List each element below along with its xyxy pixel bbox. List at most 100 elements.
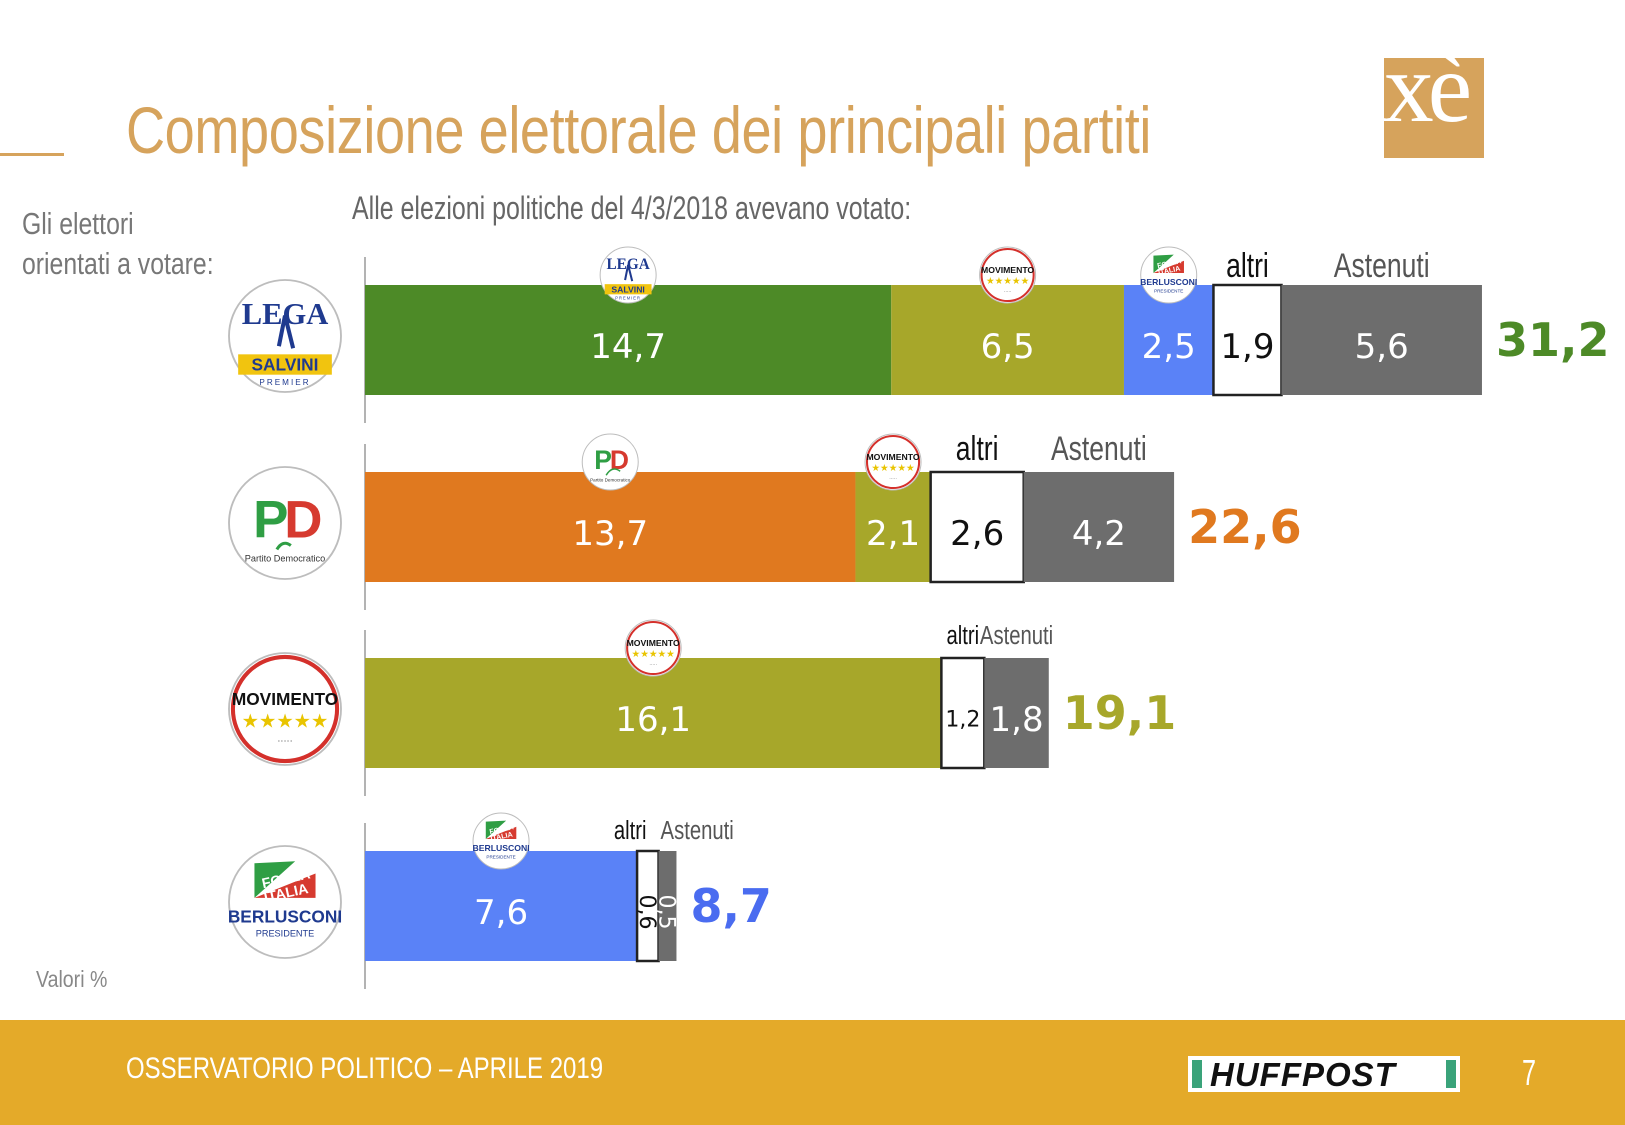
warrior-figure bbox=[276, 315, 296, 349]
segment-header-astenuti: Astenuti bbox=[1334, 247, 1430, 285]
bar-value-label: 0,5 bbox=[654, 895, 679, 930]
fi-berlusconi-text: BERLUSCONI bbox=[1140, 277, 1197, 287]
m5s-stars: ★★★★★ bbox=[871, 463, 915, 474]
m5s-logo-text: MOVIMENTO bbox=[866, 452, 919, 462]
logo-ring bbox=[228, 652, 342, 766]
m5s-logo-icon: MOVIMENTO★★★★★ ····· bbox=[228, 652, 342, 766]
bar-segment-astenuti bbox=[1023, 472, 1175, 582]
pd-letter-p: P bbox=[253, 490, 288, 549]
lega-logo-text: LEGA bbox=[606, 256, 649, 273]
bar-segment-altri bbox=[1212, 283, 1283, 397]
bar-segment-astenuti bbox=[1281, 285, 1482, 395]
m5s-logo-icon: MOVIMENTO★★★★★····· bbox=[864, 433, 922, 491]
unit-label: Valori % bbox=[36, 966, 108, 992]
row-total-label: 22,6 bbox=[1188, 500, 1302, 554]
pd-letter-d: D bbox=[284, 490, 322, 549]
bar-segment-astenuti bbox=[658, 851, 677, 961]
fi-flag-green bbox=[1153, 254, 1174, 273]
bar-value-label: 13,7 bbox=[572, 514, 648, 554]
voters-label-line-1: Gli elettori bbox=[22, 206, 134, 241]
m5s-stars: ★★★★★ bbox=[632, 649, 676, 660]
bar-value-label: 16,1 bbox=[615, 700, 691, 740]
salvini-band bbox=[604, 284, 652, 295]
m5s-url-dots: ····· bbox=[277, 736, 292, 746]
segment-header-altri: altri bbox=[956, 430, 999, 468]
m5s-logo-icon: MOVIMENTO★★★★★····· bbox=[979, 246, 1037, 304]
m5s-url-dots: ····· bbox=[649, 661, 657, 666]
segment-header-astenuti: Astenuti bbox=[1051, 430, 1147, 468]
salvini-band bbox=[238, 354, 332, 375]
voters-label: Gli elettori orientati a votare: bbox=[22, 204, 214, 284]
pd-logo-icon: PD Partito Democratico bbox=[581, 433, 639, 491]
fi-flag-red bbox=[1153, 260, 1184, 273]
bar-value-label: 7,6 bbox=[474, 893, 528, 933]
segment-header-altri: altri bbox=[1226, 247, 1269, 285]
segment-header-astenuti: Astenuti bbox=[980, 621, 1053, 650]
voters-label-line-2: orientati a votare: bbox=[22, 246, 214, 281]
m5s-logo-text: MOVIMENTO bbox=[232, 689, 338, 709]
logo-ring bbox=[581, 433, 639, 491]
row-total-label: 19,1 bbox=[1063, 686, 1177, 740]
m5s-red-ring bbox=[865, 434, 921, 490]
m5s-logo-icon: MOVIMENTO★★★★★····· bbox=[624, 619, 682, 677]
fi-presidente-text: PRESIDENTE bbox=[256, 929, 315, 939]
m5s-url-dots: ····· bbox=[889, 475, 897, 480]
bar-value-label: 1,9 bbox=[1220, 327, 1274, 367]
title-rule bbox=[0, 153, 64, 156]
fi-flag-green bbox=[254, 861, 296, 898]
warrior-figure bbox=[624, 264, 634, 282]
page-number: 7 bbox=[1522, 1052, 1537, 1093]
page-title: Composizione elettorale dei principali p… bbox=[126, 93, 1151, 167]
m5s-stars: ★★★★★ bbox=[242, 709, 329, 732]
bar-value-label: 6,5 bbox=[981, 327, 1035, 367]
pd-logo-caption: Partito Democratico bbox=[590, 477, 631, 482]
bar-value-label: 14,7 bbox=[590, 327, 666, 367]
logo-ring bbox=[228, 466, 342, 580]
bar-value-label: 1,8 bbox=[990, 700, 1044, 740]
brand-logo-text: ixè bbox=[1362, 32, 1472, 143]
bar-value-label: 2,6 bbox=[950, 514, 1004, 554]
fi-presidente-text: PRESIDENTE bbox=[1154, 288, 1183, 293]
m5s-red-ring bbox=[626, 620, 681, 676]
fi-berlusconi-text: BERLUSCONI bbox=[472, 843, 529, 853]
huffpost-logo-text: HUFFPOST bbox=[1210, 1056, 1396, 1093]
segment-header-astenuti: Astenuti bbox=[661, 816, 734, 845]
pd-logo-icon: PD Partito Democratico bbox=[228, 466, 342, 580]
premier-text: PREMIER bbox=[259, 378, 310, 387]
logo-ring bbox=[864, 433, 922, 491]
segment-header-altri: altri bbox=[947, 621, 980, 650]
bar-value-label: 0,6 bbox=[634, 895, 659, 930]
segment-header-altri: altri bbox=[614, 816, 647, 845]
chart-subtitle: Alle elezioni politiche del 4/3/2018 ave… bbox=[352, 190, 912, 226]
fi-flag-red bbox=[254, 873, 316, 898]
huffpost-logo: HUFFPOST bbox=[1188, 1056, 1460, 1093]
salvini-text: SALVINI bbox=[611, 284, 644, 294]
m5s-stars: ★★★★★ bbox=[986, 276, 1030, 287]
pd-letter-d: D bbox=[610, 445, 629, 475]
bar-value-label: 1,2 bbox=[945, 708, 980, 733]
pd-letter-p: P bbox=[594, 445, 612, 475]
fi-berlusconi-text: BERLUSCONI bbox=[228, 906, 342, 926]
row-total-label: 31,2 bbox=[1496, 313, 1610, 367]
bar-value-label: 2,5 bbox=[1142, 327, 1196, 367]
fi-flag-red bbox=[485, 826, 517, 839]
fi-presidente-text: PRESIDENTE bbox=[486, 854, 515, 859]
bar-segment-altri bbox=[940, 656, 986, 770]
bar-value-label: 5,6 bbox=[1355, 327, 1409, 367]
bar-value-label: 4,2 bbox=[1072, 514, 1126, 554]
m5s-logo-text: MOVIMENTO bbox=[981, 265, 1034, 275]
m5s-url-dots: ····· bbox=[1004, 288, 1012, 293]
olive-branch bbox=[275, 541, 292, 551]
premier-text: PREMIER bbox=[615, 295, 641, 300]
bar-segment-astenuti bbox=[984, 658, 1049, 768]
footer-text: OSSERVATORIO POLITICO – APRILE 2019 bbox=[126, 1052, 604, 1085]
ixe-brand-logo: ixè bbox=[1362, 32, 1490, 160]
m5s-logo-text: MOVIMENTO bbox=[627, 638, 680, 648]
logo-ring bbox=[979, 246, 1037, 304]
bar-segment-altri bbox=[929, 470, 1025, 584]
